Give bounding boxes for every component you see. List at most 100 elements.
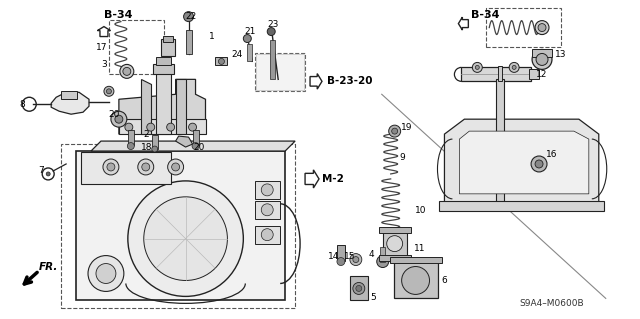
Circle shape <box>337 257 345 265</box>
Circle shape <box>392 128 397 134</box>
Text: B-34: B-34 <box>471 10 500 20</box>
Circle shape <box>104 86 114 96</box>
Bar <box>390 256 442 263</box>
Circle shape <box>261 229 273 241</box>
Text: 23: 23 <box>268 20 278 29</box>
Text: 11: 11 <box>413 244 425 253</box>
Circle shape <box>261 184 273 196</box>
Bar <box>152 135 157 149</box>
Circle shape <box>123 67 131 75</box>
Text: B-23-20: B-23-20 <box>327 76 372 86</box>
Bar <box>255 226 280 244</box>
Bar <box>496 79 504 204</box>
Circle shape <box>538 24 546 32</box>
Bar <box>529 70 539 79</box>
Bar <box>255 181 280 199</box>
Text: 22: 22 <box>186 12 197 21</box>
Polygon shape <box>175 79 186 134</box>
Text: FR.: FR. <box>39 262 59 271</box>
Text: 19: 19 <box>401 122 412 132</box>
Circle shape <box>142 163 150 171</box>
Circle shape <box>111 111 127 127</box>
Circle shape <box>152 146 157 152</box>
Polygon shape <box>51 92 89 114</box>
Bar <box>119 119 207 134</box>
Text: 3: 3 <box>101 60 107 69</box>
Text: 6: 6 <box>442 276 447 285</box>
Text: 20: 20 <box>108 110 119 119</box>
Circle shape <box>138 159 154 175</box>
Circle shape <box>536 54 548 65</box>
Text: 4: 4 <box>369 250 374 259</box>
Text: 1: 1 <box>209 32 214 41</box>
Circle shape <box>184 12 193 22</box>
Text: 2: 2 <box>144 130 149 139</box>
Bar <box>270 40 275 79</box>
Bar <box>379 227 411 233</box>
Text: 13: 13 <box>555 50 566 59</box>
Text: S9A4–M0600B: S9A4–M0600B <box>519 299 584 308</box>
Circle shape <box>96 263 116 284</box>
Bar <box>163 35 173 41</box>
Text: 21: 21 <box>244 27 256 36</box>
Bar <box>461 67 531 81</box>
Text: 8: 8 <box>19 100 25 109</box>
Circle shape <box>353 256 359 263</box>
Bar <box>532 49 552 57</box>
Bar <box>498 66 502 81</box>
Circle shape <box>107 163 115 171</box>
Circle shape <box>356 286 362 292</box>
Bar <box>193 130 198 145</box>
Text: 9: 9 <box>399 152 405 161</box>
Circle shape <box>512 65 516 70</box>
Bar <box>394 261 438 298</box>
Circle shape <box>377 256 388 268</box>
Bar <box>186 30 191 55</box>
Bar <box>337 245 345 261</box>
Polygon shape <box>444 119 599 204</box>
Bar <box>109 19 164 74</box>
Polygon shape <box>91 141 295 151</box>
Bar <box>161 39 175 56</box>
Text: 14: 14 <box>328 252 339 261</box>
Circle shape <box>476 65 479 70</box>
Bar <box>128 130 134 145</box>
Circle shape <box>350 254 362 265</box>
Circle shape <box>353 282 365 294</box>
Circle shape <box>106 89 111 94</box>
Bar <box>380 247 385 262</box>
Circle shape <box>120 64 134 78</box>
Text: M-2: M-2 <box>322 174 344 184</box>
Circle shape <box>261 204 273 216</box>
Bar <box>379 255 411 261</box>
Polygon shape <box>141 79 151 134</box>
Circle shape <box>472 63 483 72</box>
Circle shape <box>127 143 134 150</box>
Circle shape <box>128 181 243 296</box>
Circle shape <box>218 58 225 64</box>
Circle shape <box>531 156 547 172</box>
Circle shape <box>125 123 133 131</box>
Circle shape <box>388 125 401 137</box>
Bar <box>486 8 561 48</box>
Bar <box>440 201 604 211</box>
Bar <box>153 64 173 74</box>
Bar <box>247 43 252 62</box>
Circle shape <box>172 163 180 171</box>
Bar <box>156 57 171 65</box>
Circle shape <box>189 123 196 131</box>
Text: 24: 24 <box>232 50 243 59</box>
Bar <box>255 201 280 219</box>
Circle shape <box>88 256 124 292</box>
Text: 16: 16 <box>546 150 557 159</box>
Polygon shape <box>119 79 205 134</box>
Circle shape <box>144 197 227 280</box>
Text: 20: 20 <box>193 143 205 152</box>
Circle shape <box>46 172 50 176</box>
Circle shape <box>268 27 275 35</box>
Circle shape <box>402 267 429 294</box>
Polygon shape <box>460 131 589 194</box>
Polygon shape <box>175 136 193 147</box>
Text: 17: 17 <box>96 43 108 52</box>
Text: 5: 5 <box>371 293 376 302</box>
